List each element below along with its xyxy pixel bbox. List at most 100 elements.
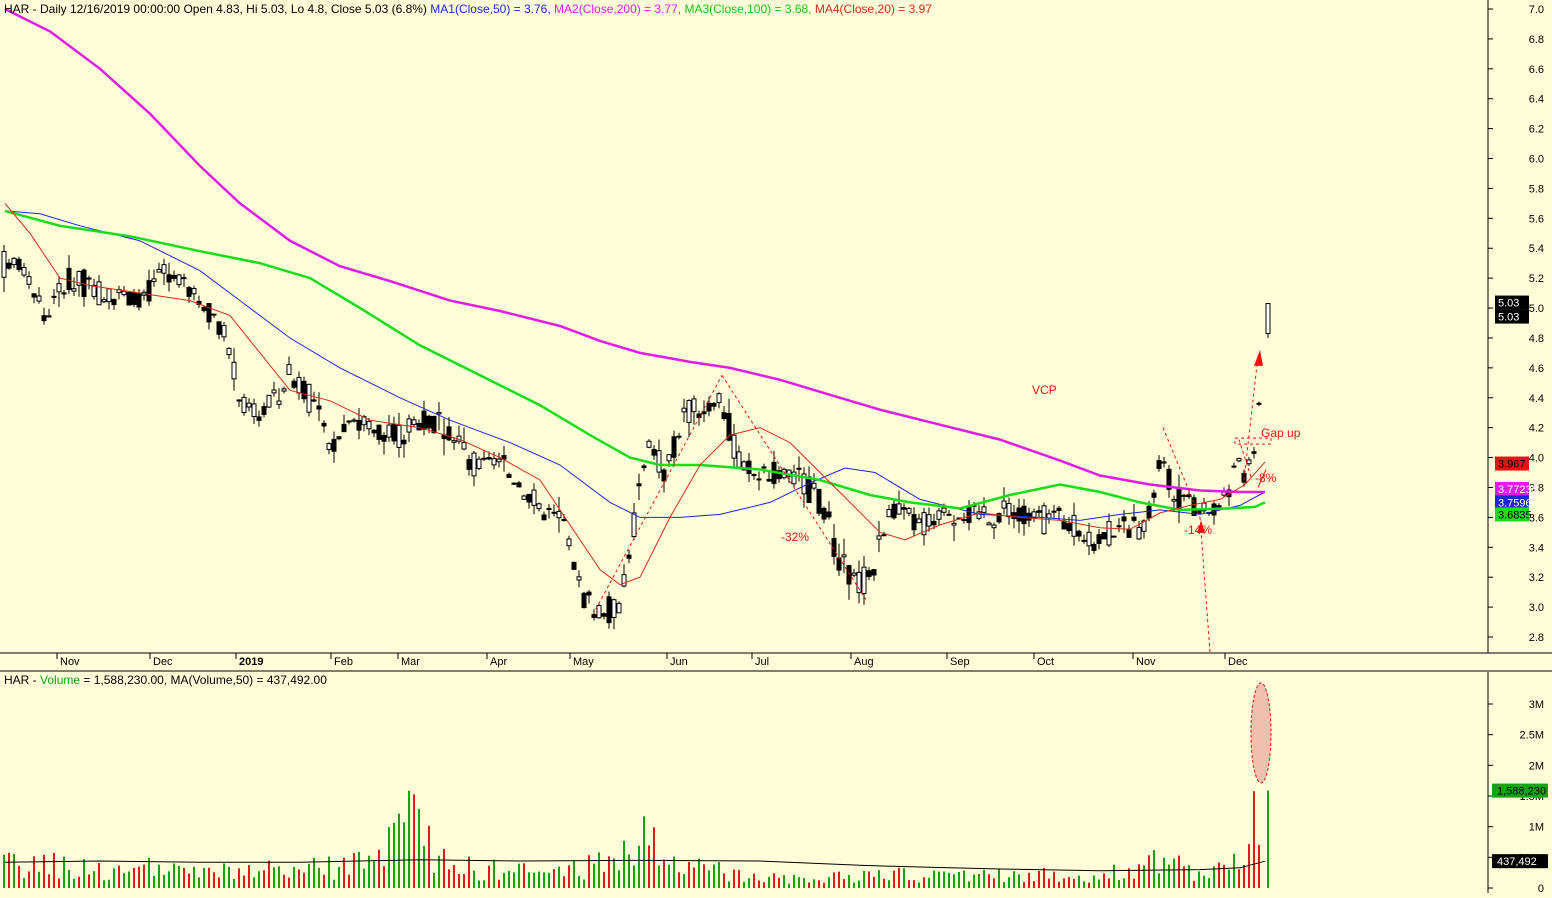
volume-bar xyxy=(893,870,895,888)
volume-bar xyxy=(268,860,270,888)
volume-bar xyxy=(898,867,900,888)
volume-bar xyxy=(983,869,985,888)
candle-body xyxy=(346,420,352,423)
volume-bar xyxy=(393,822,395,888)
candle-body xyxy=(271,389,277,394)
candle-body xyxy=(1116,525,1122,528)
volume-bar xyxy=(663,859,665,888)
volume-bar xyxy=(1098,879,1100,888)
candle-body xyxy=(501,455,507,460)
candle-body xyxy=(1171,499,1177,502)
x-tick-label: Jul xyxy=(755,656,769,668)
volume-bar xyxy=(713,864,715,888)
candle-body xyxy=(1086,531,1092,547)
volume-bar xyxy=(628,854,630,888)
price-tick-label: 6.2 xyxy=(1529,124,1544,136)
volume-bar xyxy=(328,856,330,888)
volume-bar xyxy=(673,856,675,888)
ma20-line xyxy=(4,203,1266,586)
candle-body xyxy=(186,287,192,297)
candle-body xyxy=(876,535,882,540)
volume-bar xyxy=(73,878,75,888)
candle-body xyxy=(181,277,187,280)
volume-bar xyxy=(1123,878,1125,888)
ma50-badge-text: 3.7596 xyxy=(1498,497,1532,509)
volume-bar xyxy=(1033,881,1035,888)
volume-bar xyxy=(1233,853,1235,888)
volume-ma xyxy=(4,859,1266,872)
price-tick-label: 6.0 xyxy=(1529,154,1544,166)
candle-body xyxy=(906,507,912,514)
volume-bar xyxy=(618,870,620,888)
candle-body xyxy=(681,407,687,413)
volume-bar xyxy=(548,872,550,888)
candle-body xyxy=(1051,510,1057,513)
candle-body xyxy=(111,298,117,306)
volume-bar xyxy=(798,877,800,888)
volume-bar xyxy=(83,859,85,888)
candle-body xyxy=(791,471,797,485)
volume-bar xyxy=(968,881,970,888)
volume-bar xyxy=(588,855,590,888)
candle-body xyxy=(471,452,477,477)
volume-bar xyxy=(493,859,495,888)
candle-body xyxy=(1,250,7,278)
volume-bar xyxy=(213,872,215,888)
candle-body xyxy=(691,398,697,413)
candle-body xyxy=(431,415,437,434)
candle-body xyxy=(716,393,722,404)
volume-bar xyxy=(153,875,155,888)
volume-bar xyxy=(573,860,575,888)
volume-bar xyxy=(353,853,355,888)
volume-bar xyxy=(198,877,200,888)
volume-ma-badge-text: 437,492 xyxy=(1497,856,1537,868)
volume-bar xyxy=(1228,869,1230,888)
volume-bar xyxy=(1183,866,1185,888)
x-tick-label: Nov xyxy=(60,656,80,668)
volume-bar xyxy=(923,877,925,888)
moving-averages xyxy=(4,7,1266,586)
candle-body xyxy=(991,524,997,529)
volume-tick-label: 0 xyxy=(1538,883,1544,893)
candle-body xyxy=(851,572,857,576)
volume-bar xyxy=(323,874,325,888)
candle-body xyxy=(451,440,457,443)
volume-bar xyxy=(333,879,335,888)
volume-bar xyxy=(558,866,560,888)
candle-body xyxy=(896,503,902,515)
volume-bar xyxy=(1193,880,1195,888)
x-tick-label: Feb xyxy=(334,656,353,668)
volume-bar xyxy=(513,872,515,888)
volume-bar xyxy=(543,872,545,888)
candle-body xyxy=(811,482,817,489)
volume-bar xyxy=(943,871,945,888)
candle-body xyxy=(636,483,642,487)
candle-body xyxy=(1166,468,1172,490)
candle-body xyxy=(491,458,497,466)
volume-bar xyxy=(1078,875,1080,888)
x-tick-label: Mar xyxy=(401,656,420,668)
candle-body xyxy=(121,290,127,296)
candle-body xyxy=(711,402,717,407)
volume-bar xyxy=(88,874,90,888)
volume-bar xyxy=(418,808,420,888)
volume-bar xyxy=(453,865,455,888)
candle-body xyxy=(856,571,862,594)
candle-body xyxy=(496,458,502,463)
candle-body xyxy=(146,280,152,302)
volume-bar xyxy=(1208,878,1210,888)
volume-bar xyxy=(498,879,500,888)
volume-bar xyxy=(1013,871,1015,888)
candle-body xyxy=(126,291,132,306)
candle-body xyxy=(641,465,647,469)
volume-bar xyxy=(728,881,730,888)
ma200-badge-text: 3.77235 xyxy=(1498,484,1538,496)
volume-bar xyxy=(978,873,980,888)
volume-bar xyxy=(788,883,790,888)
candle-body xyxy=(951,522,957,526)
candle-body xyxy=(736,451,742,468)
candle-body xyxy=(361,416,367,426)
last-close-badge-box xyxy=(1495,295,1529,310)
volume-bar xyxy=(563,876,565,888)
volume-bar xyxy=(623,840,625,888)
